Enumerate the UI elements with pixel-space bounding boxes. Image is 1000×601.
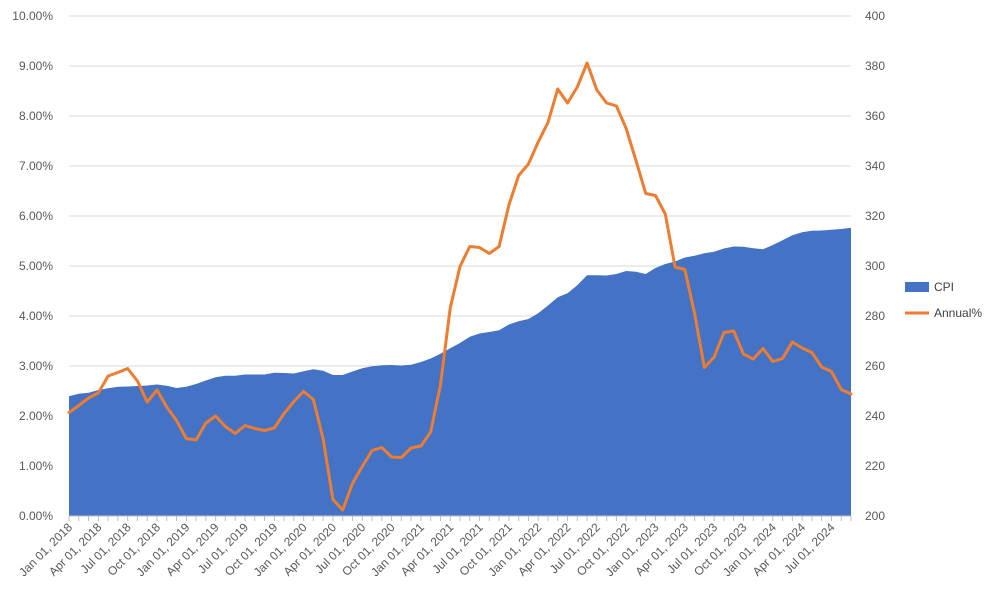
y-right-tick-label: 400 (865, 9, 885, 23)
y-right-tick-label: 200 (865, 509, 885, 523)
y-right-tick-label: 380 (865, 59, 885, 73)
y-right-tick-label: 300 (865, 259, 885, 273)
legend-swatch-cpi (905, 282, 929, 292)
y-left-tick-label: 3.00% (19, 359, 53, 373)
cpi-area (69, 227, 851, 516)
cpi-area-series (69, 227, 851, 516)
annual-line (67, 61, 853, 512)
y-left-tick-label: 6.00% (19, 209, 53, 223)
y-right-tick-label: 340 (865, 159, 885, 173)
annual-line-series (67, 61, 853, 512)
y-left-tick-label: 0.00% (19, 509, 53, 523)
y-left-tick-label: 10.00% (12, 9, 53, 23)
y-left-tick-label: 9.00% (19, 59, 53, 73)
y-right-tick-label: 280 (865, 309, 885, 323)
legend-label-cpi: CPI (934, 280, 954, 294)
legend-label-annual: Annual% (934, 306, 982, 320)
y-right-tick-label: 260 (865, 359, 885, 373)
y-left-tick-label: 4.00% (19, 309, 53, 323)
y-right-tick-label: 360 (865, 109, 885, 123)
y-left-tick-label: 1.00% (19, 459, 53, 473)
y-left-tick-label: 7.00% (19, 159, 53, 173)
y-left-tick-label: 5.00% (19, 259, 53, 273)
legend: CPI Annual% (905, 280, 982, 320)
y-right-tick-label: 320 (865, 209, 885, 223)
y-right-tick-label: 240 (865, 409, 885, 423)
y-left-tick-label: 2.00% (19, 409, 53, 423)
y-right-tick-label: 220 (865, 459, 885, 473)
y-left-tick-label: 8.00% (19, 109, 53, 123)
